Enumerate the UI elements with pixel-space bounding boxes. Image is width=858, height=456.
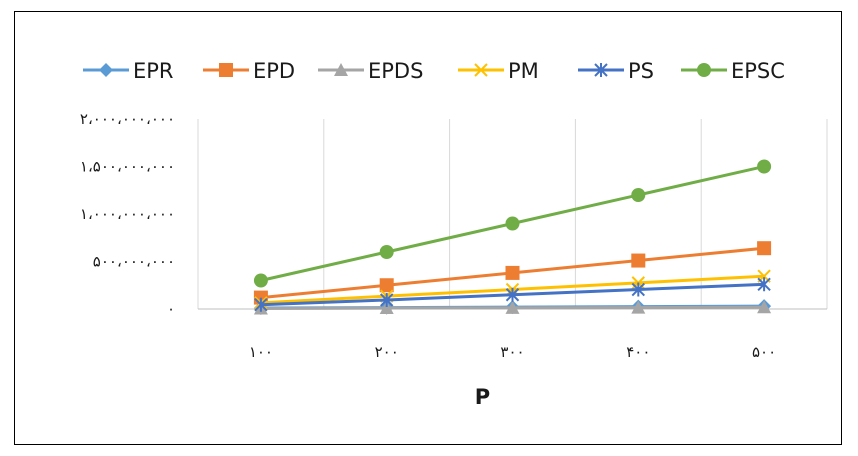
data-point-ps bbox=[631, 282, 646, 297]
legend-marker-ps bbox=[594, 63, 608, 77]
data-point-epsc bbox=[253, 273, 268, 288]
legend-item-ps: PS bbox=[578, 59, 654, 83]
x-tick-label: ٣٠٠ bbox=[500, 343, 524, 361]
data-point-epds bbox=[505, 300, 520, 314]
data-point-ps bbox=[505, 287, 520, 302]
data-point-ps bbox=[254, 297, 268, 312]
x-tick-label: ١٠٠ bbox=[249, 343, 273, 361]
data-point-ps bbox=[757, 277, 771, 292]
x-tick-label: ٢٠٠ bbox=[375, 343, 399, 361]
legend-item-epsc: EPSC bbox=[681, 59, 785, 83]
legend-label-ps: PS bbox=[628, 59, 654, 83]
x-tick-label: ۵٠٠ bbox=[752, 343, 776, 361]
legend-item-epds: EPDS bbox=[318, 59, 423, 83]
legend-label-epds: EPDS bbox=[368, 59, 423, 83]
line-chart: ٠ ۵٠٠،٠٠٠،٠٠٠ ١،٠٠٠،٠٠٠،٠٠٠ ١،۵٠٠،٠٠٠،٠٠٠ ٢،… bbox=[80, 59, 828, 409]
data-point-epd bbox=[505, 265, 520, 280]
data-point-epsc bbox=[379, 245, 394, 259]
chart-frame: ٠ ۵٠٠،٠٠٠،٠٠٠ ١،٠٠٠،٠٠٠،٠٠٠ ١،۵٠٠،٠٠٠،٠٠٠ ٢،… bbox=[14, 11, 842, 445]
legend-label-epr: EPR bbox=[133, 59, 174, 83]
data-point-epd bbox=[757, 241, 772, 256]
data-point-epds bbox=[631, 300, 646, 314]
legend-item-epr: EPR bbox=[83, 59, 174, 83]
y-tick-label: ۵٠٠،٠٠٠،٠٠٠ bbox=[93, 253, 175, 271]
legend-marker-epds bbox=[334, 63, 348, 76]
legend-marker-epd bbox=[219, 63, 233, 77]
y-tick-label: ٢،٠٠٠،٠٠٠،٠٠٠ bbox=[80, 110, 175, 128]
data-point-epds bbox=[757, 300, 772, 314]
legend-label-pm: PM bbox=[508, 59, 539, 83]
legend-marker-epsc bbox=[697, 63, 711, 77]
y-tick-label: ١،٠٠٠،٠٠٠،٠٠٠ bbox=[80, 205, 175, 223]
legend-marker-epr bbox=[99, 63, 113, 77]
x-axis-title: P bbox=[475, 385, 490, 409]
data-point-epd bbox=[379, 278, 394, 293]
y-tick-label: ٠ bbox=[167, 300, 175, 318]
legend-item-pm: PM bbox=[458, 59, 539, 83]
y-tick-label: ١،۵٠٠،٠٠٠،٠٠٠ bbox=[80, 158, 175, 176]
legend-label-epsc: EPSC bbox=[731, 59, 785, 83]
data-point-epsc bbox=[757, 159, 772, 174]
legend-label-epd: EPD bbox=[253, 59, 295, 83]
data-point-epds bbox=[379, 301, 394, 315]
data-point-epsc bbox=[505, 216, 520, 231]
data-point-ps bbox=[379, 292, 394, 307]
legend-marker-pm bbox=[474, 63, 488, 77]
legend-item-epd: EPD bbox=[203, 59, 295, 83]
data-point-epsc bbox=[631, 188, 646, 202]
x-tick-label: ۴٠٠ bbox=[626, 343, 650, 361]
data-point-epd bbox=[631, 253, 646, 268]
